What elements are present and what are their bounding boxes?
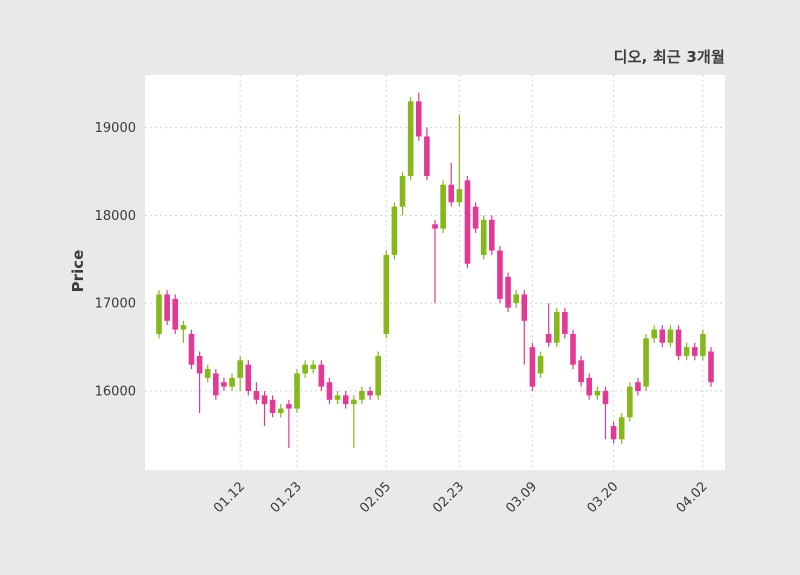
x-tick-label: 02.05	[357, 479, 394, 516]
candle-body	[407, 101, 414, 176]
candle-body	[310, 364, 317, 370]
y-tick-label: 19000	[95, 121, 136, 136]
candle-body	[391, 206, 398, 255]
candle-body	[610, 426, 617, 440]
y-tick-label: 16000	[95, 385, 136, 400]
candle-body	[618, 417, 625, 440]
candle-body	[578, 360, 584, 383]
candle-body	[643, 338, 649, 387]
candle-body	[156, 294, 162, 334]
x-tick-label: 01.12	[211, 479, 248, 516]
candle-body	[448, 184, 455, 203]
candle-body	[229, 377, 235, 387]
candle-body	[253, 391, 260, 400]
candle-body	[464, 180, 471, 264]
candle-body	[342, 395, 349, 405]
candle-body	[399, 175, 406, 207]
candle-body	[594, 391, 601, 396]
candle-body	[164, 294, 170, 321]
candle-body	[359, 391, 365, 400]
candle-body	[570, 333, 576, 365]
candle-body	[286, 404, 292, 409]
x-tick-label: 01.23	[268, 479, 305, 516]
candle-body	[505, 276, 511, 308]
candle-body	[529, 347, 536, 387]
candle-body	[513, 294, 519, 304]
y-tick-label: 18000	[95, 209, 136, 224]
candle-body	[383, 254, 390, 334]
candle-body	[351, 399, 357, 405]
candle-body	[245, 364, 252, 391]
candle-body	[545, 333, 552, 343]
candle-body	[521, 294, 528, 321]
x-tick-label: 02.23	[430, 479, 467, 516]
candle-body	[480, 219, 487, 255]
candle-body	[472, 206, 479, 229]
candle-body	[277, 408, 284, 413]
candle-body	[367, 391, 373, 396]
candle-body	[424, 136, 430, 176]
candle-body	[375, 355, 381, 396]
candle-body	[489, 219, 495, 251]
x-tick-label: 04.02	[674, 479, 711, 516]
candle-body	[708, 351, 714, 383]
candle-body	[635, 382, 641, 391]
candle-body	[700, 333, 706, 356]
candle-body	[172, 298, 179, 330]
candle-body	[553, 312, 560, 343]
candle-body	[204, 369, 211, 378]
x-tick-label: 03.20	[584, 479, 621, 516]
candle-body	[602, 391, 609, 405]
candle-body	[196, 355, 203, 374]
candle-body	[432, 224, 438, 229]
candle-body	[497, 250, 503, 299]
candle-body	[318, 364, 325, 387]
candle-body	[213, 373, 219, 396]
candle-body	[667, 329, 674, 343]
candle-body	[562, 312, 568, 334]
x-tick-label: 03.09	[503, 479, 540, 516]
candle-body	[334, 395, 341, 400]
candle-body	[440, 184, 446, 229]
candle-body	[586, 377, 593, 396]
candle-body	[415, 101, 422, 137]
candle-body	[675, 329, 682, 356]
candle-body	[180, 325, 187, 330]
candle-body	[188, 333, 195, 365]
candle-body	[627, 386, 633, 418]
candle-body	[221, 382, 227, 387]
y-tick-label: 17000	[95, 297, 136, 312]
candle-body	[302, 364, 308, 374]
chart-title: 디오, 최근 3개월	[613, 48, 725, 66]
candle-body	[269, 399, 276, 413]
candle-body	[326, 382, 333, 400]
candle-body	[294, 373, 300, 409]
candle-body	[237, 360, 243, 378]
candle-body	[683, 347, 690, 356]
candle-body	[261, 395, 268, 405]
candle-body	[456, 189, 463, 203]
candle-body	[659, 329, 666, 343]
candle-body	[537, 355, 544, 374]
candle-body	[691, 347, 698, 356]
candle-body	[651, 329, 657, 339]
